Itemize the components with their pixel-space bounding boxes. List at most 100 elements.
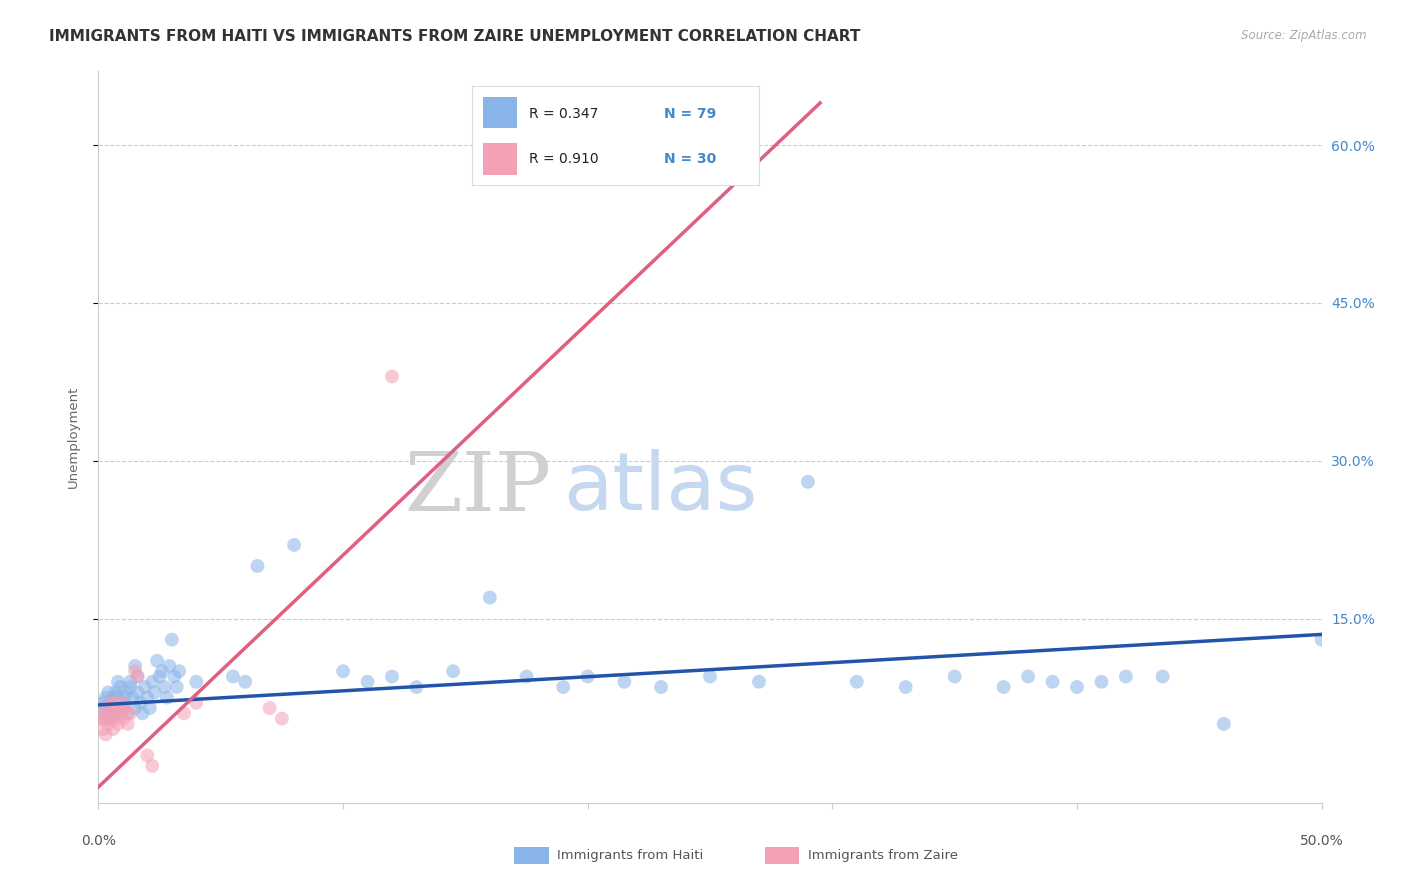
Point [114, 685, 136, 699]
Point [117, 717, 139, 731]
Point [100, 696, 122, 710]
Point [141, 759, 163, 773]
Point [134, 680, 156, 694]
Point [104, 701, 127, 715]
Point [478, 591, 501, 605]
Point [91, 696, 114, 710]
Point [100, 712, 122, 726]
Point [121, 690, 143, 705]
Point [111, 696, 134, 710]
Point [356, 674, 378, 689]
Y-axis label: Unemployment: Unemployment [67, 386, 80, 488]
Point [1212, 717, 1234, 731]
Point [381, 669, 404, 683]
Point [173, 706, 195, 721]
Point [120, 680, 142, 694]
Point [127, 685, 149, 699]
Point [160, 632, 183, 647]
Point [107, 701, 129, 715]
Point [156, 690, 179, 705]
Point [91, 722, 114, 736]
Point [553, 680, 575, 694]
Bar [515, 847, 548, 863]
Bar [765, 847, 800, 863]
Point [441, 665, 464, 679]
Text: atlas: atlas [564, 450, 758, 527]
Point [233, 674, 256, 689]
Text: Immigrants from Haiti: Immigrants from Haiti [557, 849, 703, 862]
Point [110, 706, 132, 721]
Point [576, 669, 599, 683]
Point [845, 674, 868, 689]
Point [381, 369, 404, 384]
Point [1042, 674, 1064, 689]
Point [186, 674, 208, 689]
Point [91, 712, 114, 726]
Text: ZIP: ZIP [404, 449, 551, 528]
Point [120, 674, 142, 689]
Point [101, 690, 124, 705]
Point [101, 722, 124, 736]
Point [107, 717, 129, 731]
Point [111, 712, 134, 726]
Point [90, 712, 112, 726]
Point [993, 680, 1015, 694]
Point [894, 680, 917, 694]
Point [101, 706, 124, 721]
Point [613, 674, 636, 689]
Point [1115, 669, 1137, 683]
Point [104, 712, 127, 726]
Text: Immigrants from Zaire: Immigrants from Zaire [808, 849, 957, 862]
Point [943, 669, 966, 683]
Point [91, 706, 114, 721]
Point [332, 665, 354, 679]
Point [699, 669, 721, 683]
Text: 50.0%: 50.0% [1299, 834, 1344, 848]
Point [127, 669, 149, 683]
Point [127, 669, 149, 683]
Point [111, 696, 134, 710]
Text: Source: ZipAtlas.com: Source: ZipAtlas.com [1241, 29, 1367, 42]
Point [150, 665, 173, 679]
Point [283, 538, 305, 552]
Point [97, 701, 120, 715]
Point [1066, 680, 1088, 694]
Point [94, 727, 117, 741]
Point [107, 674, 129, 689]
Point [90, 701, 112, 715]
Text: IMMIGRANTS FROM HAITI VS IMMIGRANTS FROM ZAIRE UNEMPLOYMENT CORRELATION CHART: IMMIGRANTS FROM HAITI VS IMMIGRANTS FROM… [49, 29, 860, 44]
Point [124, 665, 146, 679]
Point [166, 680, 188, 694]
Point [259, 701, 281, 715]
Point [136, 748, 159, 763]
Point [104, 685, 127, 699]
Point [129, 696, 152, 710]
Point [797, 475, 820, 489]
Point [117, 706, 139, 721]
Point [748, 674, 770, 689]
Point [114, 701, 136, 715]
Point [94, 712, 117, 726]
Point [246, 559, 269, 574]
Point [146, 654, 169, 668]
Point [222, 669, 245, 683]
Point [650, 680, 672, 694]
Point [1017, 669, 1039, 683]
Point [94, 690, 117, 705]
Point [139, 701, 162, 715]
Point [405, 680, 427, 694]
Point [97, 685, 120, 699]
Point [114, 690, 136, 705]
Point [515, 669, 537, 683]
Point [97, 717, 120, 731]
Point [1310, 632, 1333, 647]
Point [97, 701, 120, 715]
Point [1090, 674, 1112, 689]
Point [110, 706, 132, 721]
Point [124, 659, 146, 673]
Point [111, 701, 134, 715]
Point [124, 701, 146, 715]
Point [107, 690, 129, 705]
Point [101, 706, 124, 721]
Point [186, 696, 208, 710]
